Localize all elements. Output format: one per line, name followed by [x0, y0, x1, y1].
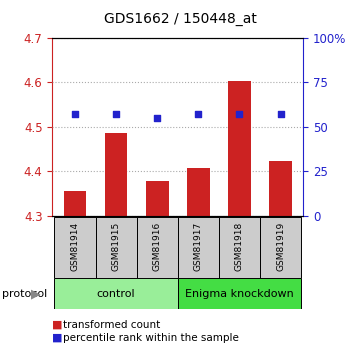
Text: ▶: ▶ — [31, 287, 40, 300]
Text: GDS1662 / 150448_at: GDS1662 / 150448_at — [104, 12, 257, 26]
Point — [72, 111, 78, 117]
Text: Enigma knockdown: Enigma knockdown — [185, 289, 294, 298]
Text: percentile rank within the sample: percentile rank within the sample — [63, 333, 239, 343]
Bar — [228, 81, 251, 216]
Bar — [269, 161, 292, 216]
Bar — [260, 217, 301, 278]
Point — [113, 111, 119, 117]
Bar — [219, 217, 260, 278]
Text: GSM81917: GSM81917 — [194, 222, 203, 271]
Text: GSM81918: GSM81918 — [235, 222, 244, 271]
Text: ■: ■ — [52, 333, 63, 343]
Point — [278, 111, 283, 117]
Bar — [64, 191, 86, 216]
Point — [195, 111, 201, 117]
Bar — [105, 134, 127, 216]
Text: transformed count: transformed count — [63, 320, 160, 330]
Text: GSM81914: GSM81914 — [70, 222, 79, 271]
Bar — [178, 217, 219, 278]
Text: GSM81919: GSM81919 — [276, 222, 285, 271]
Text: GSM81916: GSM81916 — [153, 222, 162, 271]
Text: ■: ■ — [52, 320, 63, 330]
Text: GSM81915: GSM81915 — [112, 222, 121, 271]
Point — [155, 115, 160, 121]
Bar — [137, 217, 178, 278]
Text: control: control — [97, 289, 135, 298]
Bar — [187, 168, 210, 216]
Bar — [55, 278, 178, 309]
Bar — [55, 217, 96, 278]
Point — [236, 111, 242, 117]
Text: protocol: protocol — [2, 289, 47, 298]
Bar — [96, 217, 137, 278]
Bar — [178, 278, 301, 309]
Bar — [146, 181, 169, 216]
